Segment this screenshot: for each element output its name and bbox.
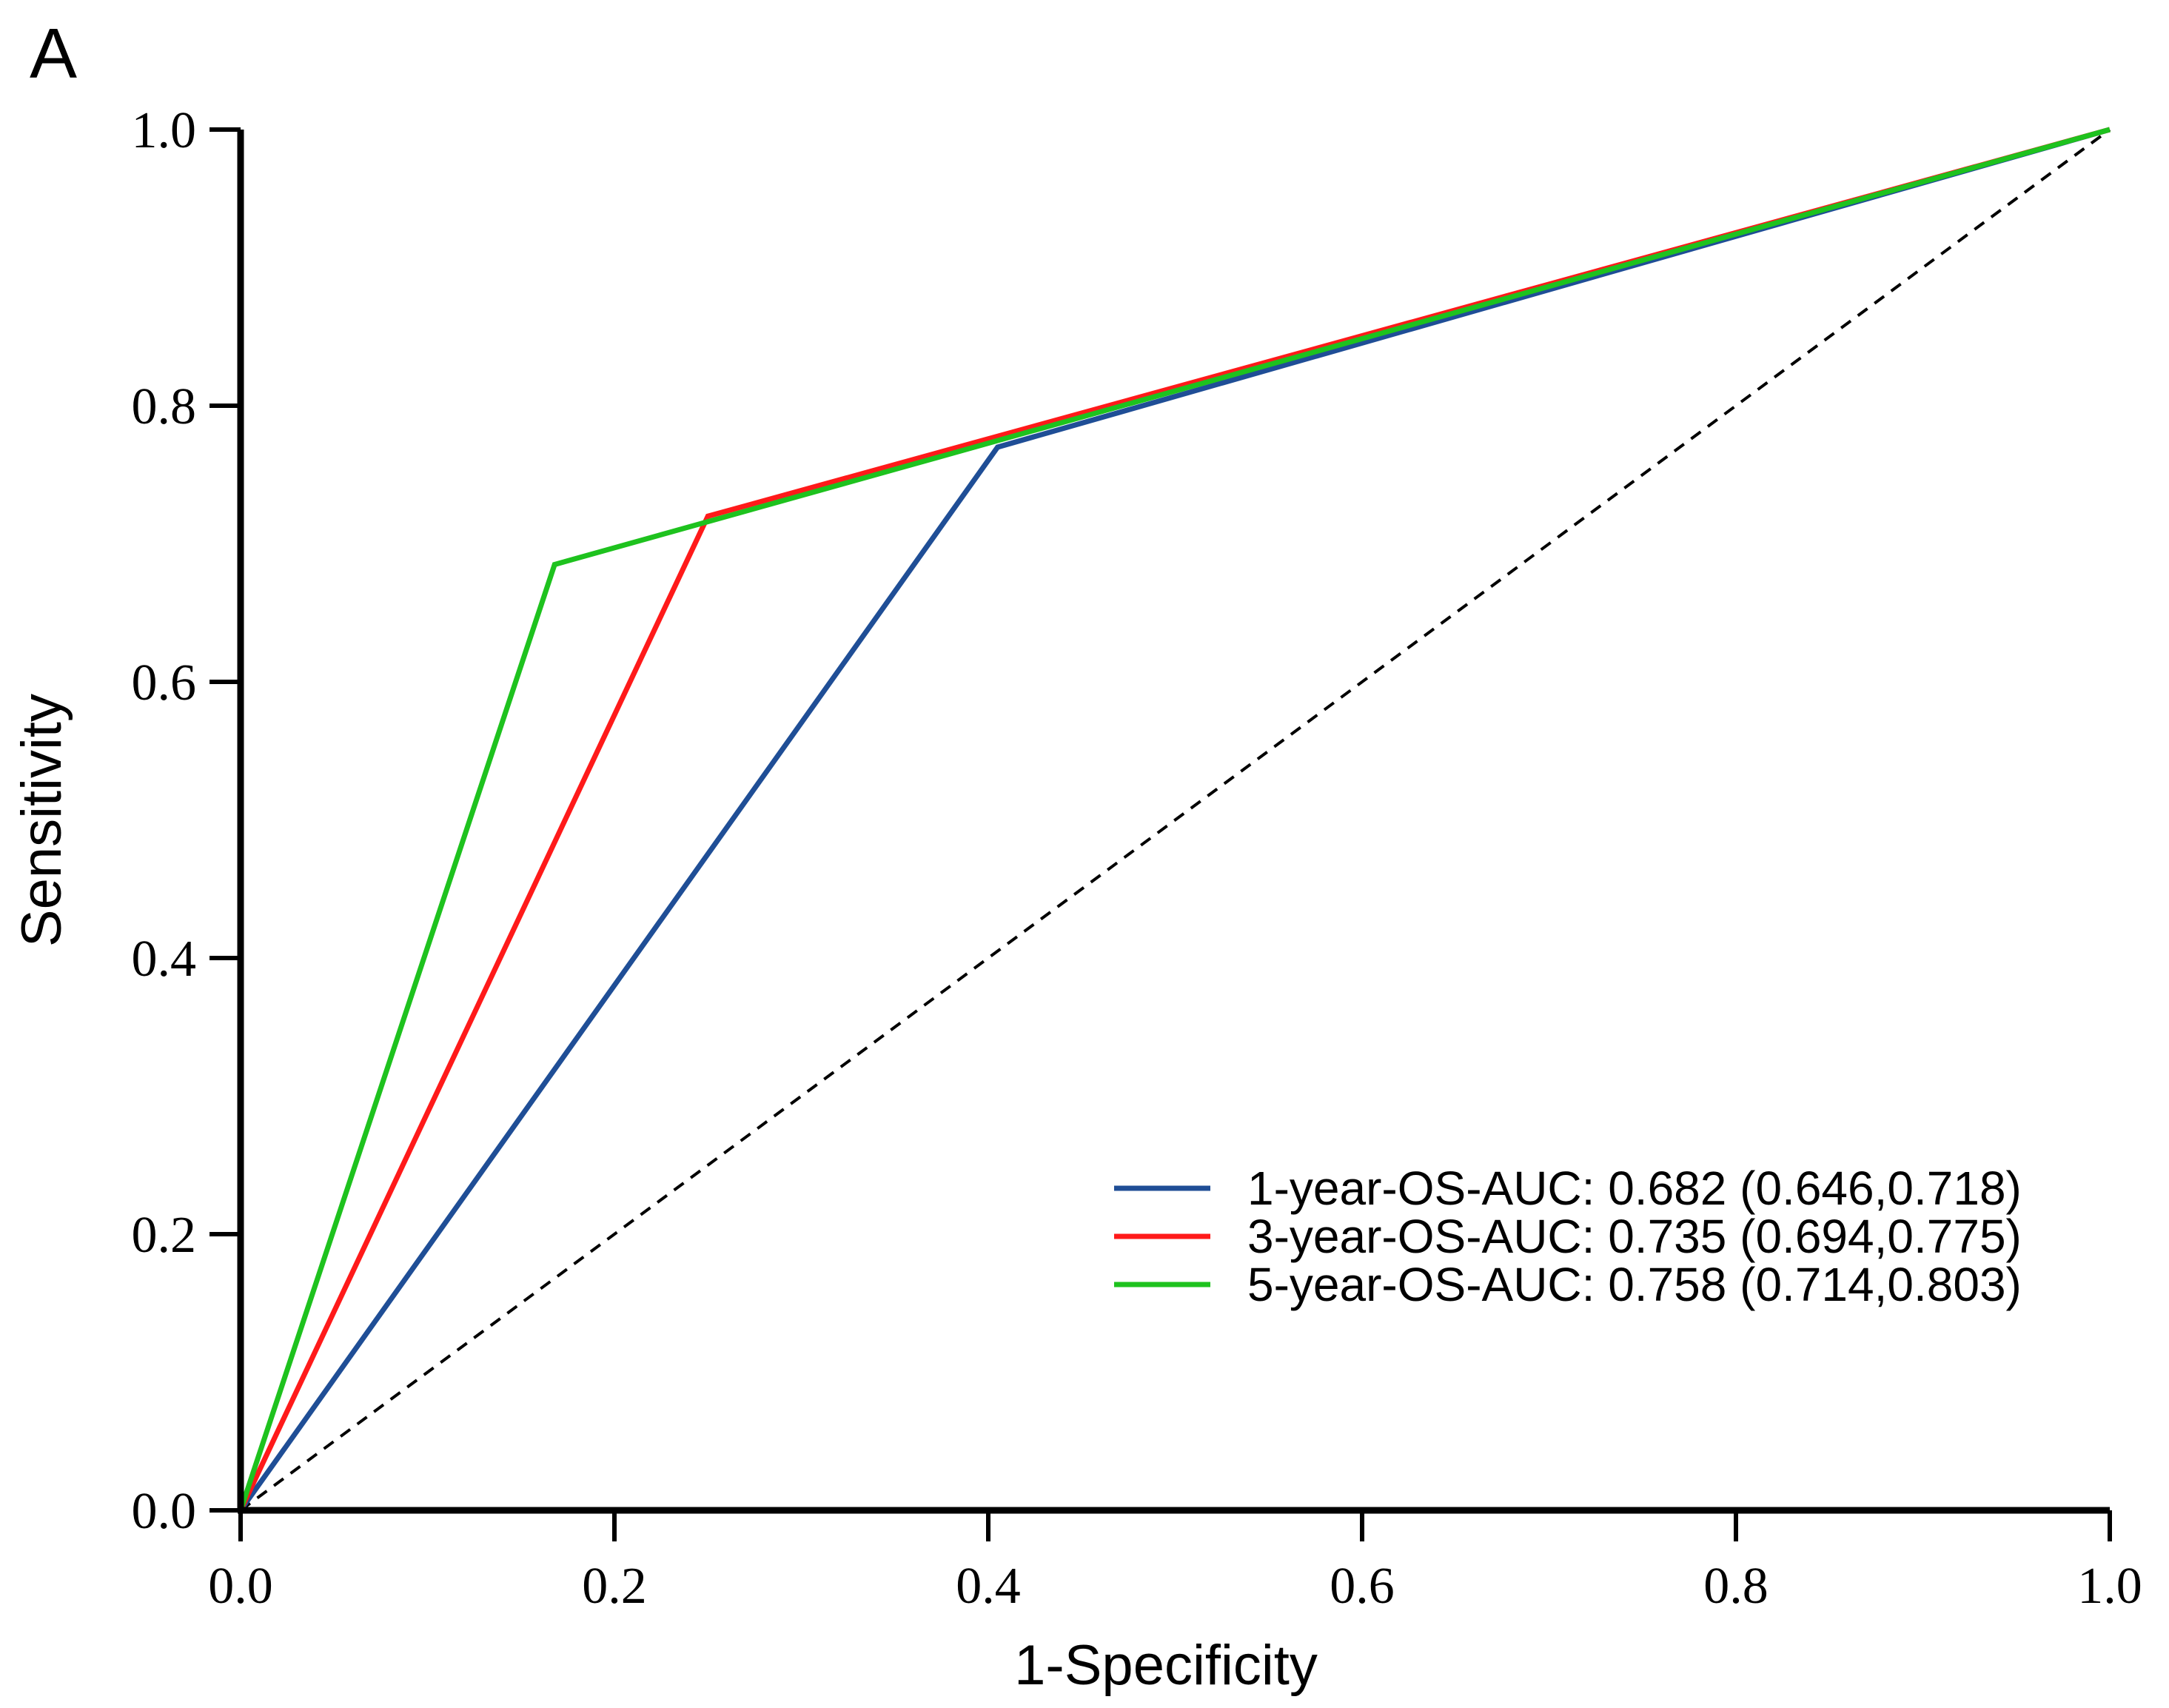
legend-label-1: 1-year-OS-AUC: 0.682 (0.646,0.718) [1247,1162,2022,1215]
x-tick-label: 1.0 [2077,1558,2142,1615]
y-tick-label: 0.6 [132,654,197,711]
reference-diagonal-line [239,128,2111,1512]
plot-area [238,127,2111,1513]
axis-ticks: 0.0 0.2 0.4 0.6 0.8 1.0 0.0 0.2 0.4 0.6 0.8 1.0 [132,102,2142,1615]
x-axis-title: 1-Specificity [1014,1634,1318,1697]
panel-label: A [30,14,77,93]
roc-curve-3 [238,127,2111,1512]
x-tick-label: 0.6 [1330,1558,1395,1615]
y-tick-label: 0.2 [132,1207,197,1264]
legend-label-2: 3-year-OS-AUC: 0.735 (0.694,0.775) [1247,1210,2022,1263]
y-tick-label: 0.8 [132,378,197,435]
x-tick-label: 0.0 [208,1558,273,1615]
x-tick-label: 0.4 [956,1558,1021,1615]
x-tick-label: 0.2 [582,1558,647,1615]
legend-label-3: 5-year-OS-AUC: 0.758 (0.714,0.803) [1247,1258,2022,1311]
x-tick-label: 0.8 [1703,1558,1769,1615]
legend: 1-year-OS-AUC: 0.682 (0.646,0.718)3-year… [1114,1162,2022,1311]
y-axis-title: Sensitivity [10,694,73,947]
y-tick-label: 0.0 [132,1483,197,1540]
y-tick-label: 1.0 [132,102,197,159]
y-tick-label: 0.4 [132,931,197,988]
